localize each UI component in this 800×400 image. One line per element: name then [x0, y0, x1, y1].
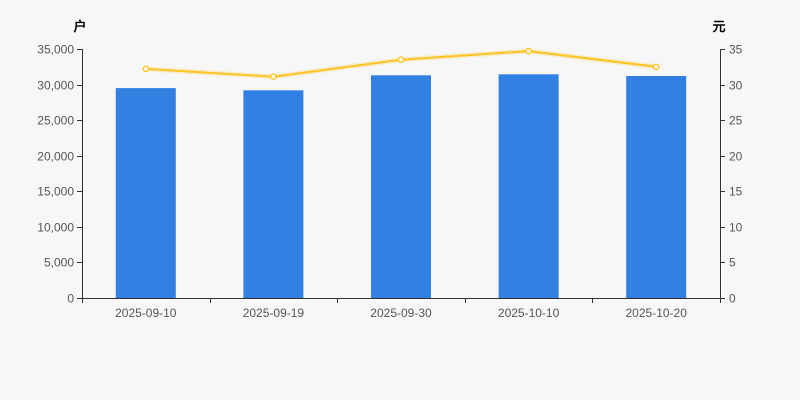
price-line-marker [142, 65, 150, 73]
right-axis-tick-label: 35 [729, 43, 743, 57]
left-axis-tick-label: 35,000 [37, 43, 74, 57]
bar [498, 74, 559, 298]
right-axis-tick-label: 15 [729, 185, 743, 199]
left-axis-tick-label: 5,000 [44, 256, 74, 270]
right-axis-tick-label: 25 [729, 114, 743, 128]
price-line-marker [397, 56, 405, 64]
x-axis-label: 2025-10-10 [498, 306, 560, 320]
right-axis-tick-label: 0 [729, 292, 736, 306]
left-axis-tick-label: 0 [67, 292, 74, 306]
price-line-marker [525, 47, 532, 55]
bar [626, 76, 687, 298]
right-axis-tick-label: 5 [729, 256, 736, 270]
bar [243, 90, 304, 298]
left-axis-tick-label: 30,000 [37, 79, 74, 93]
left-axis-tick-label: 15,000 [37, 185, 74, 199]
bar [115, 88, 176, 298]
x-axis-label: 2025-09-19 [243, 306, 305, 320]
right-axis-tick-label: 10 [729, 221, 743, 235]
right-axis-tick-label: 20 [729, 150, 743, 164]
bar [371, 75, 431, 298]
x-axis-label: 2025-10-20 [626, 306, 688, 320]
left-axis-tick-label: 20,000 [37, 150, 74, 164]
left-axis-tick-label: 10,000 [37, 221, 74, 235]
x-axis-label: 2025-09-30 [370, 306, 432, 320]
left-axis-unit-label: 户 [73, 19, 86, 34]
price-line-marker [270, 73, 277, 80]
left-axis-tick-label: 25,000 [37, 114, 74, 128]
right-axis-tick-label: 30 [729, 79, 743, 93]
right-axis-unit-label: 元 [712, 19, 725, 34]
price-line-marker [652, 63, 660, 71]
x-axis-label: 2025-09-10 [115, 306, 177, 320]
